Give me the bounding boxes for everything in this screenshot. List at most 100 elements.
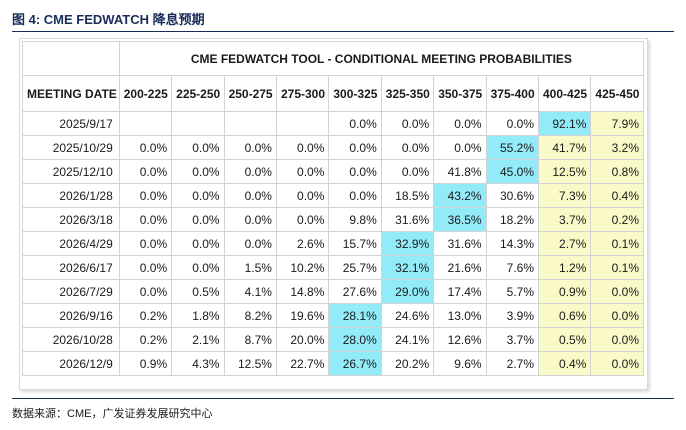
probability-cell [118,111,173,136]
probability-cell: 13.0% [433,303,487,328]
probability-cell: 8.2% [223,303,277,328]
table-row: 2025/9/17 0.0% 0.0% 0.0% 0.0% 92.1% 7.9% [22,111,644,136]
probability-cell: 92.1% [537,111,592,136]
probability-table-panel: CME FEDWATCH TOOL - CONDITIONAL MEETING … [19,38,648,390]
probability-cell: 0.0% [590,327,644,352]
probability-cell: 28.0% [328,327,382,352]
rate-range-header: 300-325 [328,75,382,112]
probability-cell: 3.2% [590,135,644,160]
probability-cell: 18.5% [380,183,435,208]
probability-cell: 0.0% [171,183,225,208]
probability-cell: 2.7% [537,231,592,256]
table-row: 2026/1/28 0.0% 0.0% 0.0% 0.0% 0.0% 18.5% 43.2% 3… [22,183,644,208]
meeting-date-cell: 2026/1/28 [22,183,120,208]
probability-cell: 12.6% [433,327,487,352]
probability-cell: 0.1% [590,255,644,280]
probability-cell: 55.2% [485,135,540,160]
probability-cell: 0.0% [118,183,173,208]
probability-cell: 31.6% [380,207,435,232]
probability-cell: 30.6% [485,183,540,208]
probability-cell: 32.9% [380,231,435,256]
probability-cell: 0.5% [537,327,592,352]
rate-range-header: 350-375 [433,75,487,112]
probability-cell: 18.2% [485,207,540,232]
meeting-date-cell: 2025/12/10 [22,159,120,184]
source-note: 数据来源：CME，广发证券发展研究中心 [12,408,213,420]
probability-cell: 8.7% [223,327,277,352]
meeting-date-cell: 2026/12/9 [22,351,120,376]
meeting-date-cell: 2026/9/16 [22,303,120,328]
probability-cell: 0.0% [223,183,277,208]
probability-cell: 0.0% [171,207,225,232]
probability-cell: 28.1% [328,303,382,328]
probability-cell: 0.0% [275,159,330,184]
rate-range-header: 400-425 [537,75,592,112]
table-title: CME FEDWATCH TOOL - CONDITIONAL MEETING … [118,41,645,76]
rate-range-header: 225-250 [171,75,225,112]
table-body: 2025/9/17 0.0% 0.0% 0.0% 0.0% 92.1% 7.9% 2025/1… [22,111,644,376]
probability-cell: 0.0% [380,111,435,136]
probability-cell: 3.7% [485,327,540,352]
probability-cell: 7.6% [485,255,540,280]
probability-cell: 0.9% [118,351,173,376]
probability-cell: 5.7% [485,279,540,304]
table-row: 2025/10/29 0.0% 0.0% 0.0% 0.0% 0.0% 0.0% 0.0% 55… [22,135,644,160]
probability-cell: 3.7% [537,207,592,232]
probability-cell: 0.0% [171,231,225,256]
probability-cell: 0.2% [118,303,173,328]
probability-cell: 25.7% [328,255,382,280]
probability-cell: 4.3% [171,351,225,376]
probability-cell: 20.2% [380,351,435,376]
probability-cell: 0.0% [118,255,173,280]
table-row: 2026/7/29 0.0% 0.5% 4.1% 14.8% 27.6% 29.0% 17.4… [22,279,644,304]
table-row: 2026/6/17 0.0% 0.0% 1.5% 10.2% 25.7% 32.1% 21.6… [22,255,644,280]
probability-cell: 0.0% [590,303,644,328]
probability-cell: 0.0% [328,111,382,136]
probability-cell: 43.2% [433,183,487,208]
table-row: 2025/12/10 0.0% 0.0% 0.0% 0.0% 0.0% 0.0% 41.8% 4… [22,159,644,184]
probability-cell: 29.0% [380,279,435,304]
meeting-date-cell: 2026/10/28 [22,327,120,352]
probability-table: CME FEDWATCH TOOL - CONDITIONAL MEETING … [22,41,645,376]
table-row: 2026/3/18 0.0% 0.0% 0.0% 0.0% 9.8% 31.6% 36.5% 1… [22,207,644,232]
probability-cell [275,111,330,136]
meeting-date-cell: 2026/6/17 [22,255,120,280]
probability-cell: 41.8% [433,159,487,184]
probability-cell: 0.2% [118,327,173,352]
probability-cell: 7.3% [537,183,592,208]
probability-cell: 0.0% [118,207,173,232]
probability-cell: 0.0% [433,135,487,160]
probability-cell: 9.6% [433,351,487,376]
figure-caption: 图 4: CME FEDWATCH 降息预期 [12,12,205,27]
probability-cell: 24.1% [380,327,435,352]
probability-cell: 14.8% [275,279,330,304]
table-row: 2026/4/29 0.0% 0.0% 0.0% 2.6% 15.7% 32.9% 31.6%… [22,231,644,256]
probability-cell: 0.9% [537,279,592,304]
probability-cell: 10.2% [275,255,330,280]
probability-cell: 2.6% [275,231,330,256]
probability-cell: 45.0% [485,159,540,184]
probability-cell: 0.0% [328,135,382,160]
probability-cell: 0.0% [171,255,225,280]
probability-cell: 7.9% [590,111,644,136]
meeting-date-cell: 2025/9/17 [22,111,120,136]
probability-cell: 0.0% [171,135,225,160]
rate-range-header: 325-350 [380,75,435,112]
probability-cell: 0.0% [118,135,173,160]
probability-cell: 2.7% [485,351,540,376]
probability-cell: 0.6% [537,303,592,328]
probability-cell: 0.0% [380,159,435,184]
meeting-date-cell: 2026/4/29 [22,231,120,256]
meeting-date-cell: 2026/7/29 [22,279,120,304]
probability-cell: 27.6% [328,279,382,304]
meeting-date-cell: 2025/10/29 [22,135,120,160]
rate-range-header: 200-225 [118,75,173,112]
probability-cell: 0.5% [171,279,225,304]
probability-cell [223,111,277,136]
column-header-row: MEETING DATE 200-225 225-250 250-275 275-30… [22,75,644,112]
probability-cell: 15.7% [328,231,382,256]
meeting-date-cell: 2026/3/18 [22,207,120,232]
probability-cell: 1.2% [537,255,592,280]
probability-cell: 0.8% [590,159,644,184]
probability-cell: 41.7% [537,135,592,160]
